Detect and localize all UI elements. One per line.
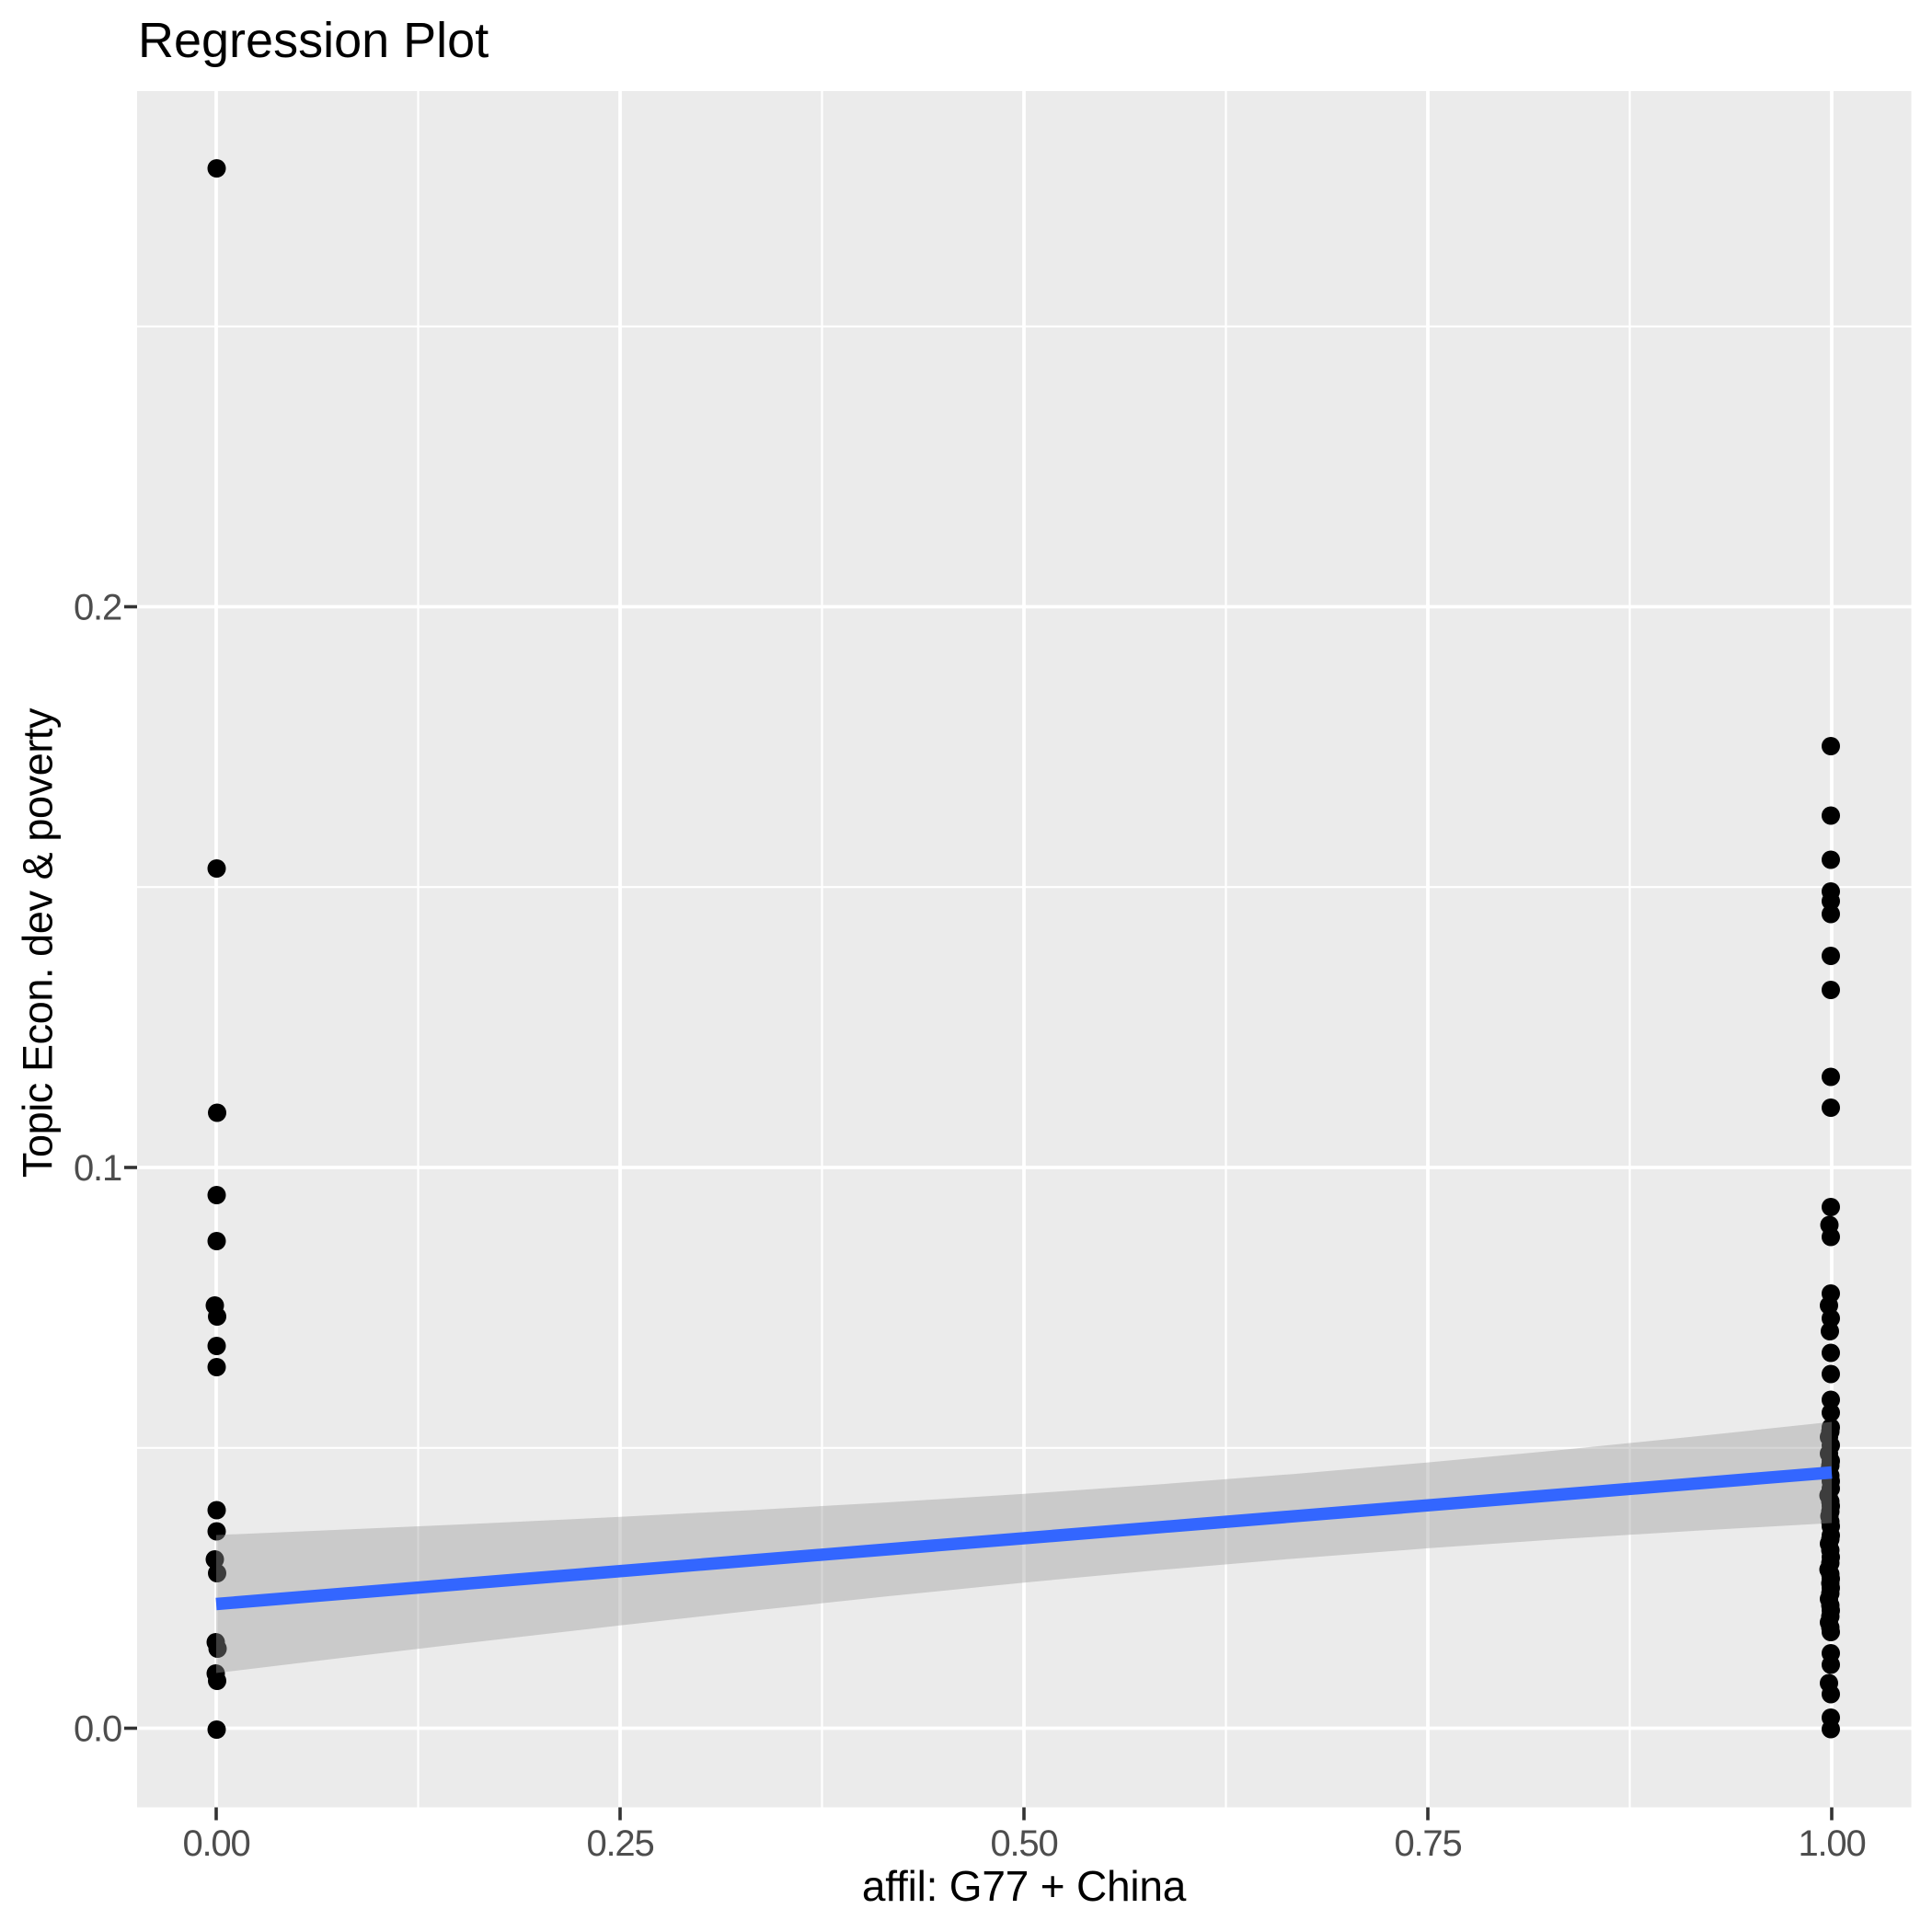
svg-text:Regression Plot: Regression Plot (138, 13, 489, 68)
svg-text:affil: G77 + China: affil: G77 + China (862, 1862, 1187, 1910)
svg-text:0.1: 0.1 (74, 1148, 121, 1189)
svg-text:0.25: 0.25 (586, 1823, 653, 1864)
svg-text:0.0: 0.0 (74, 1709, 121, 1750)
svg-text:0.2: 0.2 (74, 588, 121, 628)
svg-text:0.00: 0.00 (182, 1823, 249, 1864)
svg-text:1.00: 1.00 (1798, 1823, 1865, 1864)
svg-text:0.75: 0.75 (1394, 1823, 1461, 1864)
svg-text:Topic Econ. dev & poverty: Topic Econ. dev & poverty (15, 707, 62, 1178)
svg-text:0.50: 0.50 (990, 1823, 1057, 1864)
